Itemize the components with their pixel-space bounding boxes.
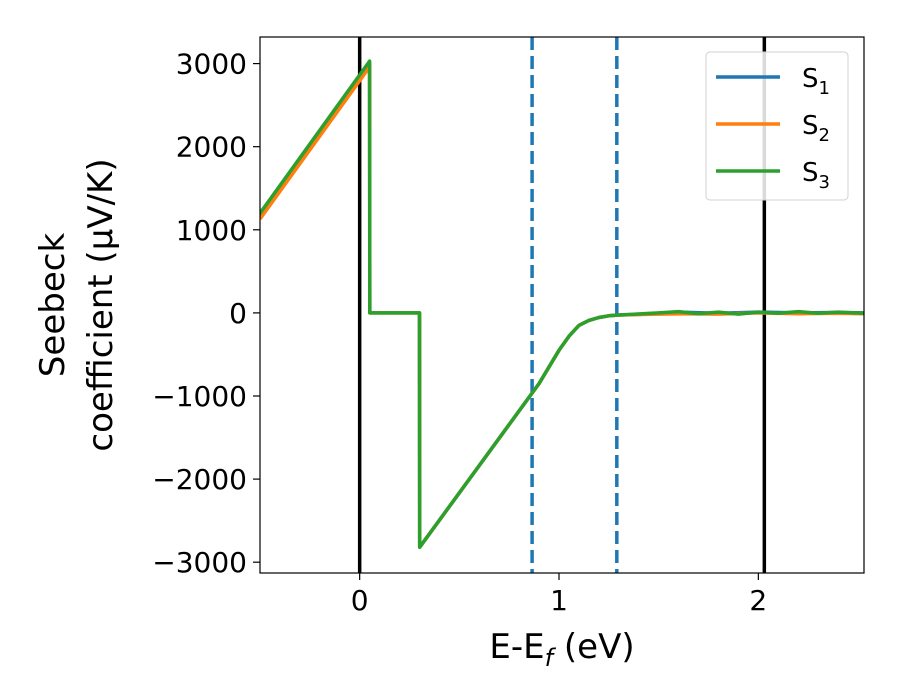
series-line-S3 (260, 59, 864, 549)
legend: S1 S2 S3 (705, 51, 849, 201)
y-tick-label: −1000 (152, 380, 247, 413)
axes-frame (259, 36, 865, 574)
legend-label-S2: S2 (802, 111, 830, 146)
x-tick-label: 0 (351, 584, 369, 617)
y-axis-label-line1: Seebeck (33, 233, 73, 378)
x-tick-label: 1 (550, 584, 568, 617)
y-tick-label: 2000 (176, 131, 247, 164)
y-axis: 3000 2000 1000 0 −1000 −2000 −3000 (152, 48, 260, 579)
legend-label-S3: S3 (802, 158, 830, 193)
legend-frame (705, 51, 849, 201)
x-axis-label: E-Ef (eV) (489, 627, 634, 672)
y-tick-label: −2000 (152, 463, 247, 496)
y-tick-label: −3000 (152, 546, 247, 579)
x-axis: 0 1 2 (351, 573, 767, 617)
y-axis-label-line2: coefficient (μV/K) (81, 158, 121, 451)
y-tick-label: 0 (229, 297, 247, 330)
x-tick-label: 2 (749, 584, 767, 617)
legend-label-S1: S1 (802, 64, 830, 99)
y-tick-label: 1000 (176, 214, 247, 247)
series-layer (260, 59, 864, 549)
y-tick-label: 3000 (176, 48, 247, 81)
